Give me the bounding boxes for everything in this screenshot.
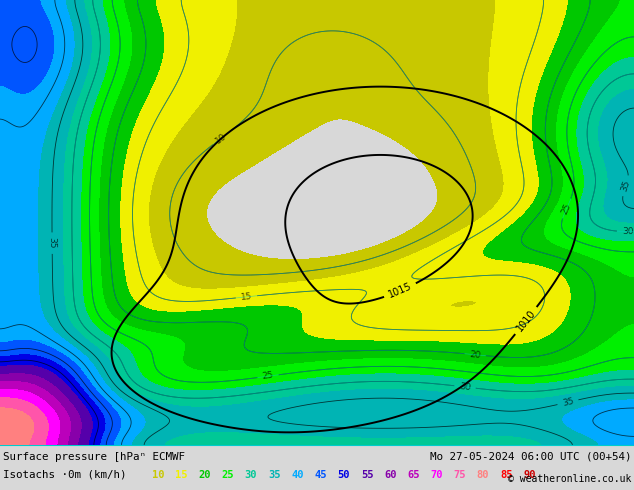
Text: 15: 15	[175, 470, 188, 480]
Text: 1015: 1015	[387, 281, 413, 300]
Text: Mo 27-05-2024 06:00 UTC (00+54): Mo 27-05-2024 06:00 UTC (00+54)	[429, 452, 631, 462]
Text: 65: 65	[407, 470, 420, 480]
Text: 60: 60	[384, 470, 396, 480]
Text: 45: 45	[314, 470, 327, 480]
Text: 40: 40	[291, 470, 304, 480]
Text: 15: 15	[240, 292, 253, 302]
Text: Isotachs ·0m (km/h): Isotachs ·0m (km/h)	[3, 470, 127, 480]
Text: 1010: 1010	[514, 308, 538, 333]
Text: 20: 20	[198, 470, 211, 480]
Text: 35: 35	[620, 179, 632, 193]
Text: 90: 90	[523, 470, 536, 480]
Text: 30: 30	[622, 227, 633, 236]
Text: 35: 35	[48, 237, 56, 249]
Text: 10: 10	[214, 131, 229, 145]
Text: 25: 25	[560, 201, 573, 216]
Text: 30: 30	[459, 382, 471, 392]
Text: Surface pressure [hPaⁿ ECMWF: Surface pressure [hPaⁿ ECMWF	[3, 452, 185, 462]
Text: 85: 85	[500, 470, 512, 480]
Text: 55: 55	[361, 470, 373, 480]
Text: 35: 35	[561, 396, 574, 408]
Text: 20: 20	[469, 350, 481, 360]
Text: 35: 35	[268, 470, 280, 480]
Text: 10: 10	[152, 470, 164, 480]
Text: 80: 80	[477, 470, 489, 480]
Text: 25: 25	[262, 371, 275, 381]
Text: 25: 25	[222, 470, 234, 480]
Text: 30: 30	[245, 470, 257, 480]
Text: 75: 75	[453, 470, 466, 480]
Text: 50: 50	[337, 470, 350, 480]
Text: © weatheronline.co.uk: © weatheronline.co.uk	[508, 474, 631, 484]
Text: 70: 70	[430, 470, 443, 480]
